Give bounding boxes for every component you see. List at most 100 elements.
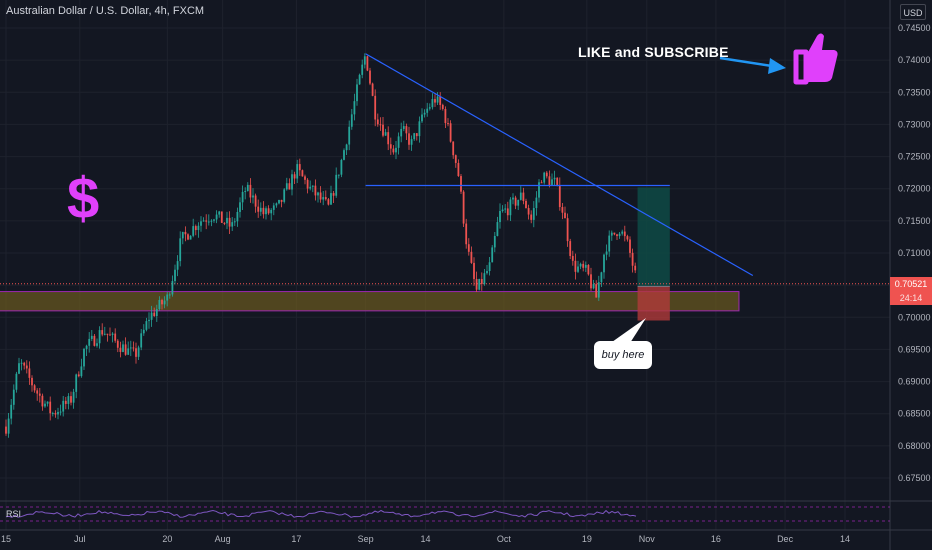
candle-body [566,218,569,242]
candle-body [311,185,314,187]
x-tick-label: Dec [777,534,794,544]
candle-body [517,199,520,206]
candle-body [340,159,343,175]
candle-body [109,334,111,336]
candle-body [296,164,299,179]
candle-body [415,133,418,137]
candle-body [150,312,153,320]
candle-body [18,363,20,374]
candle-body [228,217,231,227]
candle-body [574,260,577,272]
candle-body [145,321,148,330]
candle-body [122,344,124,352]
candle-body [119,347,122,352]
candle-body [257,206,260,212]
candle-body [288,183,291,190]
candle-body [543,172,546,183]
candle-body [462,191,465,224]
candle-body [249,184,252,198]
candle-body [197,225,200,231]
candle-body [168,294,171,296]
candle-body [457,162,460,177]
candle-body [291,174,293,190]
candle-body [532,208,535,220]
rsi-label: RSI [6,509,22,519]
candle-body [220,211,223,223]
candle-body [350,114,353,127]
candle-body [389,144,392,149]
candles-layer [5,53,637,438]
candle-body [135,348,137,357]
candle-body [184,231,187,235]
candle-body [179,238,182,262]
candle-body [241,191,244,203]
rsi-line [5,509,637,518]
candle-body [67,396,70,404]
candle-body [163,300,166,305]
candle-body [392,148,395,153]
x-tick-label: 17 [291,534,301,544]
candle-body [504,208,507,210]
candle-body [496,222,499,236]
candle-body [491,247,494,263]
candle-body [605,251,608,255]
candle-body [426,108,429,113]
currency-button[interactable]: USD [900,4,926,20]
candle-body [535,197,538,209]
candle-body [379,124,382,126]
candle-body [332,193,335,196]
candle-body [265,208,267,215]
candle-body [486,271,488,274]
symbol-title[interactable]: Australian Dollar / U.S. Dollar, 4h, FXC… [6,5,205,17]
x-tick-label: Oct [497,534,512,544]
candle-body [387,132,390,145]
candle-body [480,279,483,284]
candle-body [88,338,91,346]
candle-body [454,155,457,163]
candle-body [158,300,161,310]
candle-body [595,284,598,298]
y-tick-label: 0.69000 [898,377,931,387]
candle-body [441,104,444,109]
candle-body [405,126,408,134]
candle-body [493,235,496,248]
candle-body [436,96,439,103]
candle-body [59,411,62,413]
candle-body [278,199,280,204]
candle-body [280,199,283,202]
candle-body [317,192,319,196]
candle-body [244,191,247,193]
candle-body [189,235,192,240]
candle-body [631,252,634,266]
candle-body [553,177,556,180]
candle-body [12,389,15,405]
candle-body [20,362,23,364]
candle-body [330,193,332,205]
trendlines-layer [365,53,754,277]
y-tick-label: 0.74500 [898,23,931,33]
candle-body [400,128,403,137]
y-tick-label: 0.72000 [898,184,931,194]
candle-body [309,186,312,189]
candle-body [499,210,501,223]
candle-body [223,222,226,224]
candle-body [382,124,384,136]
candle-body [283,189,286,202]
candle-body [124,344,127,355]
x-tick-label: 15 [1,534,11,544]
candle-body [226,217,228,224]
candle-body [111,333,114,335]
candle-body [127,348,130,355]
candle-body [374,95,377,120]
candle-body [335,174,338,196]
y-tick-label: 0.73500 [898,87,931,97]
candle-body [25,365,28,369]
candle-body [366,56,369,71]
candle-body [608,235,611,252]
y-tick-label: 0.67500 [898,473,931,483]
x-tick-label: Jul [74,534,86,544]
candle-body [556,177,559,186]
candle-body [527,208,530,215]
candle-body [558,185,561,208]
